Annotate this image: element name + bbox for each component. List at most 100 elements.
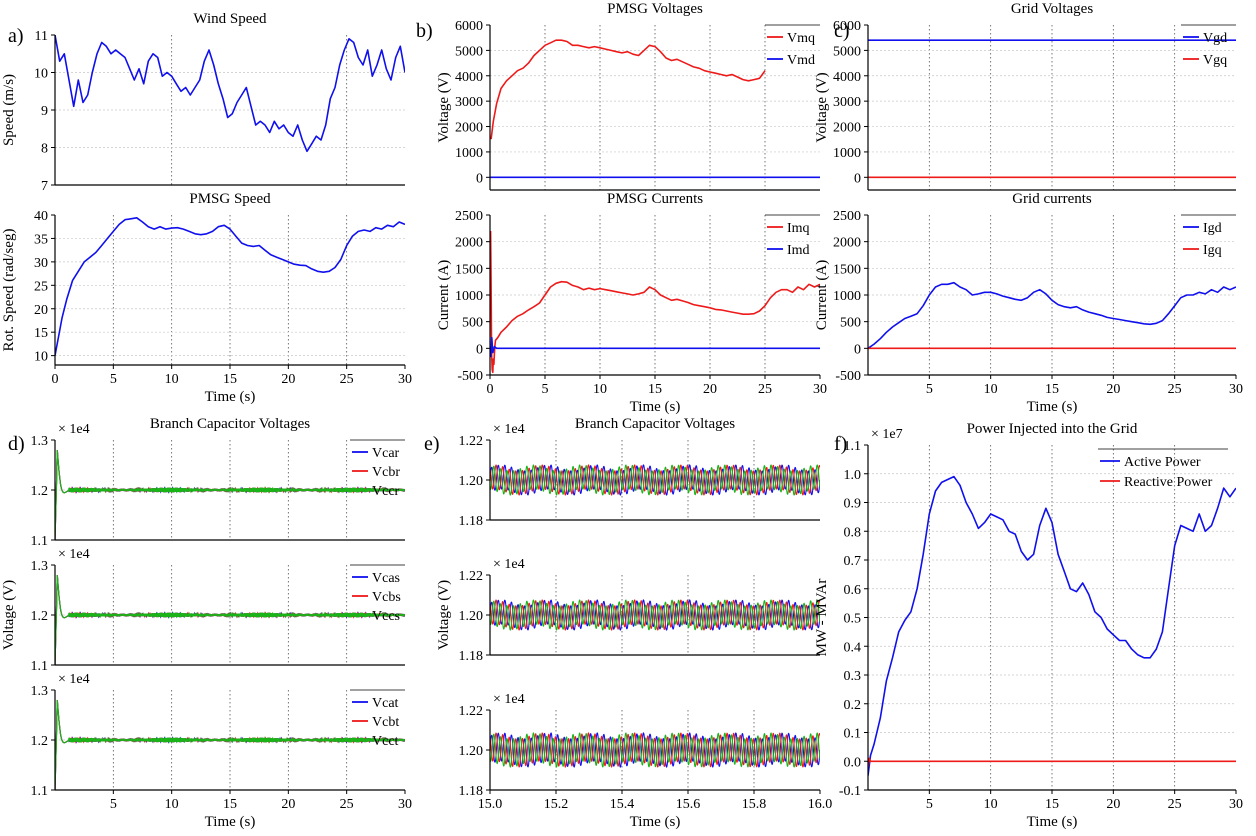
x-tick-label: 25 xyxy=(340,372,354,387)
chart-cap2: 1.1 1.2 1.3 × 1e4 Voltage (V) Vcas Vcbs Vccs xyxy=(1,547,405,674)
y-tick-label: 500 xyxy=(840,316,861,331)
y-tick-label: 0.0 xyxy=(844,755,862,770)
x-tick-label: 15.0 xyxy=(478,797,503,812)
x-tick-label: 20 xyxy=(703,382,717,397)
legend: Vcas Vcbs Vccs xyxy=(350,564,405,624)
x-tick-label: 30 xyxy=(1229,382,1243,397)
series-line-2 xyxy=(490,336,820,358)
x-tick-label: 5 xyxy=(110,797,117,812)
chart-gridi: -500 0 500 1000 1500 2000 2500 5 10 15 20 25 30 Grid … xyxy=(814,191,1243,415)
y-tick-label: 1.18 xyxy=(459,784,484,799)
y-tick-label: 1.0 xyxy=(844,468,862,483)
x-axis-label: Time (s) xyxy=(205,814,256,830)
y-tick-label: 2500 xyxy=(455,209,483,224)
y-tick-label: 1.2 xyxy=(31,609,49,624)
legend-label: Vcct xyxy=(372,734,399,749)
y-tick-label: 1000 xyxy=(455,146,483,161)
y-tick-label: 1500 xyxy=(455,262,483,277)
legend-label: Vmd xyxy=(787,53,815,68)
y-tick-label: 1.20 xyxy=(459,474,484,489)
y-tick-label: 11 xyxy=(35,29,48,44)
series-group xyxy=(55,34,405,153)
x-tick-label: 20 xyxy=(1106,797,1120,812)
y-tick-label: 2000 xyxy=(833,121,861,136)
y-tick-label: 4000 xyxy=(455,70,483,85)
y-tick-label: 0.4 xyxy=(844,640,862,655)
y-axis-label: Voltage (V) xyxy=(436,72,452,142)
legend-label: Vcar xyxy=(372,446,400,461)
legend-label: Active Power xyxy=(1124,455,1201,470)
y-tick-label: 6000 xyxy=(833,19,861,34)
series-line-2 xyxy=(55,449,405,541)
series-line-3 xyxy=(490,599,820,631)
y-tick-label: 1.1 xyxy=(31,659,49,674)
y-tick-label: 2000 xyxy=(455,236,483,251)
x-tick-label: 10 xyxy=(165,372,179,387)
axis-multiplier: × 1e4 xyxy=(58,422,90,437)
x-tick-label: 10 xyxy=(593,382,607,397)
legend: Vcat Vcbt Vcct xyxy=(350,689,405,749)
series-group xyxy=(55,217,405,356)
chart-title: PMSG Speed xyxy=(189,191,271,207)
y-tick-label: 1.18 xyxy=(459,514,484,529)
series-line-1 xyxy=(55,699,405,791)
series-line-1 xyxy=(490,39,766,140)
series-line-3 xyxy=(55,574,405,666)
x-tick-label: 20 xyxy=(1106,382,1120,397)
y-tick-label: 2000 xyxy=(455,121,483,136)
legend: Active Power Reactive Power xyxy=(1098,448,1228,490)
x-axis-label: Time (s) xyxy=(630,814,681,830)
grid-lines xyxy=(55,35,405,185)
x-axis-label: Time (s) xyxy=(1027,814,1078,830)
legend: Vcar Vcbr Vccr xyxy=(350,439,405,499)
x-tick-label: 25 xyxy=(340,797,354,812)
chart-zoom2: 1.18 1.20 1.22 × 1e4 Voltage (V) xyxy=(436,557,820,664)
series-group xyxy=(868,39,1236,179)
y-tick-label: 35 xyxy=(34,232,48,247)
chart-pmsgs: 10 15 20 25 30 35 40 0 5 10 15 20 25 30 PMSG Speed Time… xyxy=(1,191,412,405)
axis-multiplier: × 1e4 xyxy=(493,422,525,437)
chart-title: Grid currents xyxy=(1012,191,1092,207)
legend-label: Vccr xyxy=(372,484,400,499)
series-line-3 xyxy=(490,732,820,768)
chart-pmsgi: -500 0 500 1000 1500 2000 2500 0 5 10 15 20 25 30 PMSG… xyxy=(436,191,827,415)
y-tick-label: 15 xyxy=(34,326,48,341)
x-tick-label: 10 xyxy=(165,797,179,812)
grid-lines xyxy=(55,690,405,790)
y-tick-label: 0.1 xyxy=(844,727,862,742)
series-line-1 xyxy=(490,599,820,631)
panel-label: a) xyxy=(8,25,24,47)
x-axis-label: Time (s) xyxy=(205,389,256,405)
series-group xyxy=(55,574,405,666)
x-tick-label: 5 xyxy=(542,382,549,397)
x-tick-label: 20 xyxy=(281,797,295,812)
series-line-2 xyxy=(490,732,820,768)
y-axis-label: Speed (m/s) xyxy=(1,74,17,146)
y-tick-label: 1.1 xyxy=(31,534,49,549)
x-tick-label: 10 xyxy=(984,382,998,397)
y-tick-label: 1.2 xyxy=(31,484,49,499)
legend-label: Vccs xyxy=(372,609,400,624)
y-tick-label: 1.3 xyxy=(31,559,49,574)
y-tick-label: -500 xyxy=(457,369,483,384)
y-tick-label: 1000 xyxy=(455,289,483,304)
axis-multiplier: × 1e4 xyxy=(493,557,525,572)
y-axis-label: Current (A) xyxy=(814,260,830,330)
legend: Imq Imd xyxy=(765,214,820,258)
series-line-1 xyxy=(55,217,405,356)
y-axis-label: Voltage (V) xyxy=(814,72,830,142)
y-tick-label: 1.20 xyxy=(459,609,484,624)
series-group xyxy=(868,281,1236,350)
chart-title: Branch Capacitor Voltages xyxy=(150,416,310,432)
series-line-1 xyxy=(868,281,1236,349)
panel-label: f) xyxy=(834,433,847,455)
y-tick-label: 0.7 xyxy=(844,554,862,569)
x-tick-label: 15 xyxy=(223,797,237,812)
y-tick-label: 4000 xyxy=(833,70,861,85)
legend-label: Vcas xyxy=(372,571,400,586)
y-tick-label: 1.1 xyxy=(31,784,49,799)
x-tick-label: 15 xyxy=(1045,382,1059,397)
x-tick-label: 5 xyxy=(926,382,933,397)
y-tick-label: 3000 xyxy=(833,95,861,110)
